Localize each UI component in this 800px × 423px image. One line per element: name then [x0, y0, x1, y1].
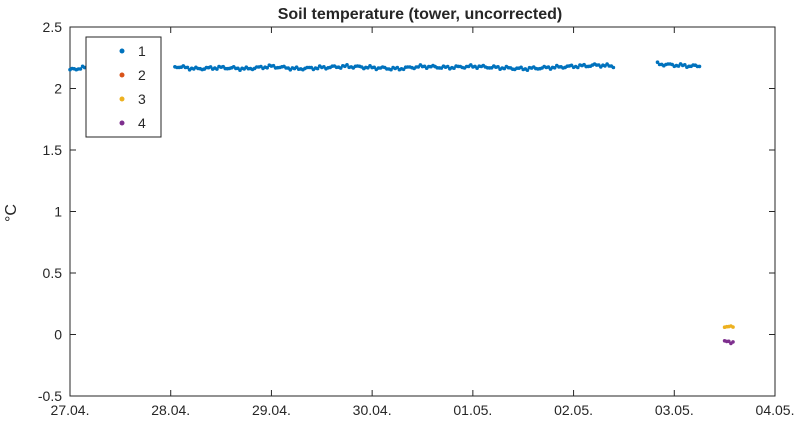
- series-1-point: [697, 64, 702, 69]
- series-1-point: [78, 67, 83, 71]
- series-1-point: [655, 60, 660, 64]
- x-tick-label: 27.04.: [51, 402, 90, 418]
- y-tick-label: 0: [54, 327, 62, 343]
- legend-label-2: 2: [138, 67, 146, 83]
- series-1-point: [338, 66, 343, 70]
- legend-label-1: 1: [138, 43, 146, 59]
- y-tick-label: -0.5: [38, 388, 62, 404]
- series-1-points: [68, 60, 702, 72]
- plot-area: 27.04. 28.04. 29.04. 30.04. 01.05. 02.05. 03.0…: [38, 19, 795, 418]
- y-tick-label: 1: [54, 204, 62, 220]
- legend: 1 2 3 4: [85, 36, 162, 138]
- series-1-point: [215, 67, 219, 71]
- series-1-point: [611, 65, 616, 70]
- series-1-point: [496, 65, 500, 69]
- series-3-point: [731, 325, 735, 329]
- legend-label-3: 3: [138, 91, 146, 107]
- series-1-point: [525, 68, 530, 72]
- series-1-point: [445, 64, 450, 69]
- x-tick-label: 01.05.: [453, 402, 492, 418]
- series-1-point: [345, 63, 349, 67]
- series-4-point: [731, 340, 735, 344]
- axes-box: [69, 26, 776, 397]
- chart-title: Soil temperature (tower, uncorrected): [278, 6, 563, 23]
- series-1-point: [576, 65, 580, 70]
- series-3-points: [722, 324, 735, 330]
- y-tick-label: 2.5: [43, 19, 63, 35]
- legend-marker-2: [119, 72, 125, 78]
- x-tick-label: 04.05.: [756, 402, 795, 418]
- y-tick-label: 1.5: [43, 142, 63, 158]
- series-1-point: [315, 66, 320, 71]
- series-4-points: [722, 339, 735, 346]
- y-tick-label: 0.5: [43, 265, 63, 281]
- legend-marker-4: [119, 120, 125, 126]
- legend-marker-1: [119, 48, 125, 54]
- series-1-point: [265, 66, 270, 70]
- legend-marker-3: [119, 96, 125, 102]
- series-1-point: [683, 63, 687, 67]
- series-1-point: [185, 65, 190, 70]
- legend-box: [85, 36, 162, 138]
- y-tick-label: 2: [54, 81, 62, 97]
- x-tick-label: 03.05.: [655, 402, 694, 418]
- y-axis-label: °C: [3, 204, 20, 222]
- x-tick-label: 30.04.: [353, 402, 392, 418]
- legend-label-4: 4: [138, 115, 146, 131]
- x-tick-label: 28.04.: [151, 402, 190, 418]
- x-tick-label: 29.04.: [252, 402, 291, 418]
- x-tick-label: 02.05.: [554, 402, 593, 418]
